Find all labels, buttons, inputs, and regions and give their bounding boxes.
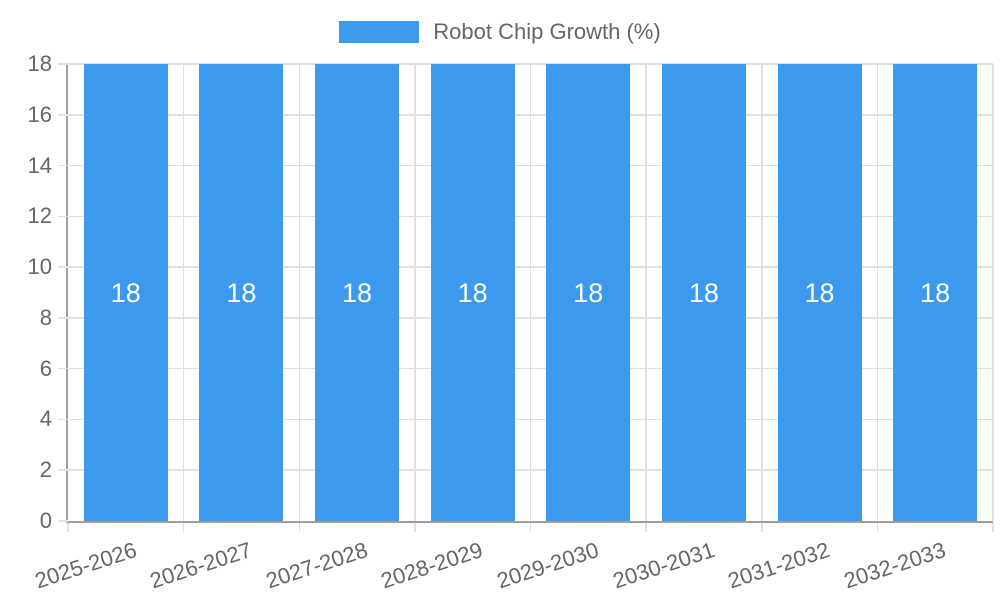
y-tick-label: 18: [27, 51, 52, 76]
y-axis-line: [66, 64, 68, 523]
bar[interactable]: [430, 64, 515, 521]
bar[interactable]: [315, 64, 400, 521]
y-tick-label: 2: [39, 457, 52, 483]
y-tick-label: 10: [27, 254, 52, 280]
y-tick-label: 6: [39, 355, 52, 381]
y-tick-mark: [58, 164, 68, 167]
x-gridline: [182, 64, 185, 521]
x-tick-label: 2031-2032: [725, 537, 833, 594]
y-tick-mark: [58, 317, 68, 319]
bar[interactable]: [83, 64, 168, 521]
x-axis-line: [66, 521, 993, 523]
legend-label: Robot Chip Growth (%): [433, 19, 661, 44]
x-gridline: [645, 64, 647, 521]
bar[interactable]: [199, 64, 284, 521]
x-tick-label: 2028-2029: [378, 537, 487, 594]
bar[interactable]: [546, 64, 631, 521]
y-tick-mark: [58, 418, 68, 421]
x-gridline: [992, 64, 994, 521]
x-gridline: [529, 64, 532, 521]
bar[interactable]: [777, 64, 862, 521]
x-tick-label: 2026-2027: [147, 537, 255, 594]
x-tick-mark: [529, 523, 532, 532]
x-tick-mark: [876, 523, 879, 532]
y-tick-mark: [58, 469, 68, 471]
bar[interactable]: [893, 64, 978, 521]
y-tick-mark: [58, 520, 68, 522]
x-tick-label: 2029-2030: [493, 537, 602, 594]
x-tick-mark: [298, 523, 300, 532]
y-tick-label: 0: [39, 508, 52, 533]
y-tick-mark: [58, 266, 68, 268]
y-tick-label: 12: [27, 203, 52, 229]
x-tick-label: 2027-2028: [262, 537, 371, 594]
x-tick-label: 2030-2031: [609, 537, 718, 594]
x-tick-mark: [414, 523, 416, 532]
x-tick-label: 2032-2033: [840, 537, 949, 594]
x-gridline: [876, 64, 879, 521]
y-tick-mark: [58, 367, 68, 370]
x-gridline: [414, 64, 416, 521]
x-tick-mark: [992, 523, 994, 532]
y-tick-mark: [58, 114, 68, 116]
legend[interactable]: Robot Chip Growth (%): [0, 20, 1000, 44]
x-tick-mark: [645, 523, 647, 532]
x-tick-label: 2025-2026: [31, 537, 140, 594]
legend-swatch: [339, 21, 420, 43]
bar[interactable]: [661, 64, 746, 521]
x-tick-mark: [761, 523, 763, 532]
y-tick-label: 16: [27, 101, 52, 127]
y-tick-mark: [58, 215, 68, 218]
x-tick-mark: [67, 523, 69, 532]
y-tick-label: 4: [39, 406, 52, 432]
y-tick-label: 8: [39, 304, 52, 330]
x-tick-mark: [182, 523, 185, 532]
y-tick-mark: [58, 63, 68, 65]
x-gridline: [298, 64, 300, 521]
y-tick-label: 14: [27, 152, 52, 178]
x-gridline: [761, 64, 763, 521]
